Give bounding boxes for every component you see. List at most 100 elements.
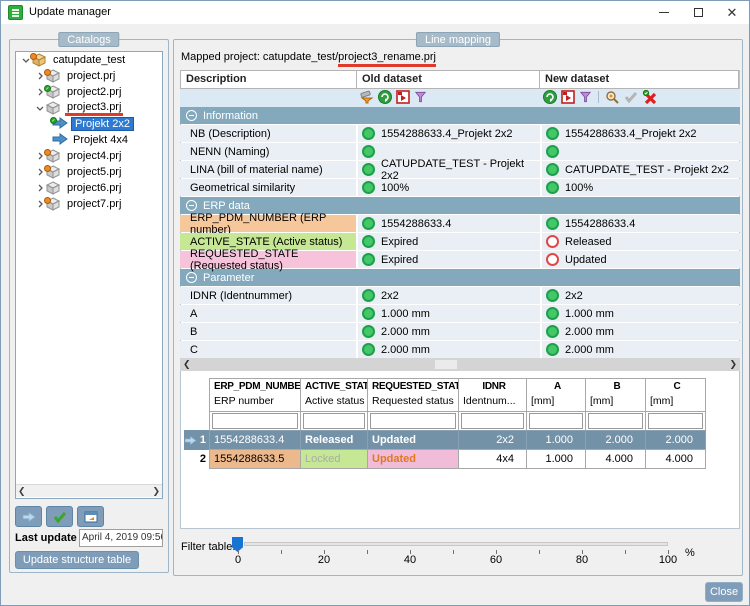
close-window-button[interactable]: ✕ bbox=[715, 1, 749, 24]
map-arrow-button[interactable] bbox=[15, 506, 42, 527]
cell-requested[interactable]: Updated bbox=[367, 449, 459, 469]
section-header-information[interactable]: Information bbox=[180, 107, 740, 124]
cell-idnr[interactable]: 4x4 bbox=[458, 449, 527, 469]
tree-item-label[interactable]: project3.prj bbox=[65, 101, 124, 116]
collapse-minus-icon[interactable] bbox=[186, 110, 197, 121]
mapping-row-nb[interactable]: NB (Description) 1554288633.4_Projekt 2x… bbox=[180, 125, 740, 142]
tree-item-label[interactable]: project4.prj bbox=[67, 150, 122, 162]
section-header-parameter[interactable]: Parameter bbox=[180, 269, 740, 286]
mapping-row-a[interactable]: A 1.000 mm 1.000 mm bbox=[180, 305, 740, 322]
chevron-right-icon[interactable] bbox=[34, 184, 46, 192]
tree-item-project5-prj[interactable]: project5.prj bbox=[16, 164, 162, 180]
purple-funnel-icon[interactable] bbox=[579, 90, 592, 104]
purple-funnel-icon[interactable] bbox=[414, 90, 427, 104]
tree-item-label[interactable]: project5.prj bbox=[67, 166, 122, 178]
scroll-right-icon[interactable]: ❯ bbox=[729, 359, 737, 369]
filter-input-b[interactable] bbox=[588, 413, 643, 429]
chevron-down-icon[interactable] bbox=[34, 104, 46, 112]
filter-input-idnr[interactable] bbox=[461, 413, 524, 429]
mapping-row-requested-state[interactable]: REQUESTED_STATE (Requested status) Expir… bbox=[180, 248, 740, 272]
sync-icon[interactable] bbox=[378, 90, 392, 104]
column-header-old-dataset[interactable]: Old dataset bbox=[356, 70, 540, 89]
grid-col-requested-state[interactable]: REQUESTED_STATE Requested status bbox=[367, 378, 467, 412]
chevron-right-icon[interactable] bbox=[34, 152, 46, 160]
export-icon[interactable] bbox=[396, 90, 410, 104]
close-button[interactable]: Close bbox=[705, 582, 743, 602]
filter-input-a[interactable] bbox=[529, 413, 583, 429]
tree-item-label[interactable]: Projekt 4x4 bbox=[73, 134, 129, 146]
confirm-check-button[interactable] bbox=[46, 506, 73, 527]
cell-b[interactable]: 2.000 bbox=[585, 430, 646, 450]
minimize-button[interactable] bbox=[647, 1, 681, 24]
section-header-erp-data[interactable]: ERP data bbox=[180, 197, 740, 214]
cell-requested[interactable]: Updated bbox=[367, 430, 459, 450]
tree-item-projekt-4x4[interactable]: Projekt 4x4 bbox=[16, 132, 162, 148]
grid-row-2[interactable]: 2 1554288633.5 Locked Updated 4x4 1.000 … bbox=[184, 449, 706, 469]
mapping-row-active-state[interactable]: ACTIVE_STATE (Active status) Expired Rel… bbox=[180, 233, 740, 250]
scroll-left-icon[interactable]: ❮ bbox=[18, 485, 26, 496]
mapping-row-b[interactable]: B 2.000 mm 2.000 mm bbox=[180, 323, 740, 340]
export-icon[interactable] bbox=[561, 90, 575, 104]
cell-c[interactable]: 4.000 bbox=[645, 449, 706, 469]
reject-x-icon[interactable] bbox=[642, 90, 657, 104]
filter-input-c[interactable] bbox=[648, 413, 703, 429]
filter-input-requested[interactable] bbox=[370, 413, 456, 429]
tree-item-projekt-2x2[interactable]: ✓ Projekt 2x2 bbox=[16, 116, 162, 132]
tree-item-label[interactable]: project7.prj bbox=[67, 198, 122, 210]
cell-a[interactable]: 1.000 bbox=[526, 449, 586, 469]
chevron-right-icon[interactable] bbox=[34, 200, 46, 208]
tree-item-label[interactable]: project2.prj bbox=[67, 86, 122, 98]
tree-item-project-prj[interactable]: project.prj bbox=[16, 68, 162, 84]
tree-item-project2-prj[interactable]: ✓ project2.prj bbox=[16, 84, 162, 100]
chevron-right-icon[interactable] bbox=[34, 168, 46, 176]
chevron-right-icon[interactable] bbox=[34, 88, 46, 96]
mapping-row-lina[interactable]: LINA (bill of material name) CATUPDATE_T… bbox=[180, 158, 740, 182]
column-header-new-dataset[interactable]: New dataset bbox=[539, 70, 739, 89]
tree-item-project3-prj[interactable]: project3.prj bbox=[16, 100, 162, 116]
cell-active[interactable]: Locked bbox=[300, 449, 368, 469]
sync-icon[interactable] bbox=[543, 90, 557, 104]
tree-item-project4-prj[interactable]: project4.prj bbox=[16, 148, 162, 164]
search-icon[interactable] bbox=[605, 90, 620, 104]
grid-col-a[interactable]: A [mm] bbox=[526, 378, 586, 412]
open-window-button[interactable] bbox=[77, 506, 104, 527]
grid-row-1[interactable]: 1 1554288633.4 Released Updated 2x2 1.00… bbox=[184, 430, 706, 450]
chevron-right-icon[interactable] bbox=[34, 72, 46, 80]
grid-col-idnr[interactable]: IDNR Identnum... bbox=[458, 378, 527, 412]
mapping-row-nenn[interactable]: NENN (Naming) bbox=[180, 143, 740, 160]
mapping-horizontal-scrollbar[interactable]: ❮ ❯ bbox=[180, 358, 740, 371]
cell-idnr[interactable]: 2x2 bbox=[458, 430, 527, 450]
cell-c[interactable]: 2.000 bbox=[645, 430, 706, 450]
last-update-field[interactable]: April 4, 2019 09:56:40 bbox=[79, 529, 163, 547]
column-header-description[interactable]: Description bbox=[180, 70, 357, 89]
mapping-row-idnr[interactable]: IDNR (Identnummer) 2x2 2x2 bbox=[180, 287, 740, 304]
collapse-minus-icon[interactable] bbox=[186, 272, 197, 283]
update-structure-table-button[interactable]: Update structure table bbox=[15, 551, 139, 569]
cell-a[interactable]: 1.000 bbox=[526, 430, 586, 450]
scroll-left-icon[interactable]: ❮ bbox=[183, 359, 191, 369]
tree-item-label[interactable]: project6.prj bbox=[67, 182, 122, 194]
grid-col-c[interactable]: C [mm] bbox=[645, 378, 706, 412]
scrollbar-thumb[interactable] bbox=[435, 360, 457, 369]
tree-item-label[interactable]: Projekt 2x2 bbox=[71, 117, 135, 131]
filter-input-erp[interactable] bbox=[212, 413, 298, 429]
tree-horizontal-scrollbar[interactable]: ❮ ❯ bbox=[16, 484, 162, 497]
tree-item-catupdate-test[interactable]: catupdate_test bbox=[16, 52, 162, 68]
grid-col-b[interactable]: B [mm] bbox=[585, 378, 646, 412]
cell-erp[interactable]: 1554288633.4 bbox=[209, 430, 301, 450]
filter-input-active[interactable] bbox=[303, 413, 365, 429]
cell-b[interactable]: 4.000 bbox=[585, 449, 646, 469]
tree-item-label[interactable]: project.prj bbox=[67, 70, 116, 82]
mapping-row-c[interactable]: C 2.000 mm 2.000 mm bbox=[180, 341, 740, 358]
scroll-right-icon[interactable]: ❯ bbox=[152, 485, 160, 496]
tree-item-project7-prj[interactable]: project7.prj bbox=[16, 196, 162, 212]
filter-slider-thumb[interactable] bbox=[232, 537, 243, 552]
maximize-button[interactable] bbox=[681, 1, 715, 24]
tree-item-label[interactable]: catupdate_test bbox=[53, 54, 126, 66]
cell-active[interactable]: Released bbox=[300, 430, 368, 450]
filter-slider-track[interactable] bbox=[244, 542, 668, 546]
mapping-row-erp-pdm-number[interactable]: ERP_PDM_NUMBER (ERP number) 1554288633.4… bbox=[180, 212, 740, 236]
grid-col-erp-pdm-number[interactable]: ERP_PDM_NUMBER ERP number bbox=[209, 378, 308, 412]
chevron-down-icon[interactable] bbox=[20, 56, 32, 64]
mapping-row-geometrical-similarity[interactable]: Geometrical similarity 100% 100% bbox=[180, 179, 740, 196]
